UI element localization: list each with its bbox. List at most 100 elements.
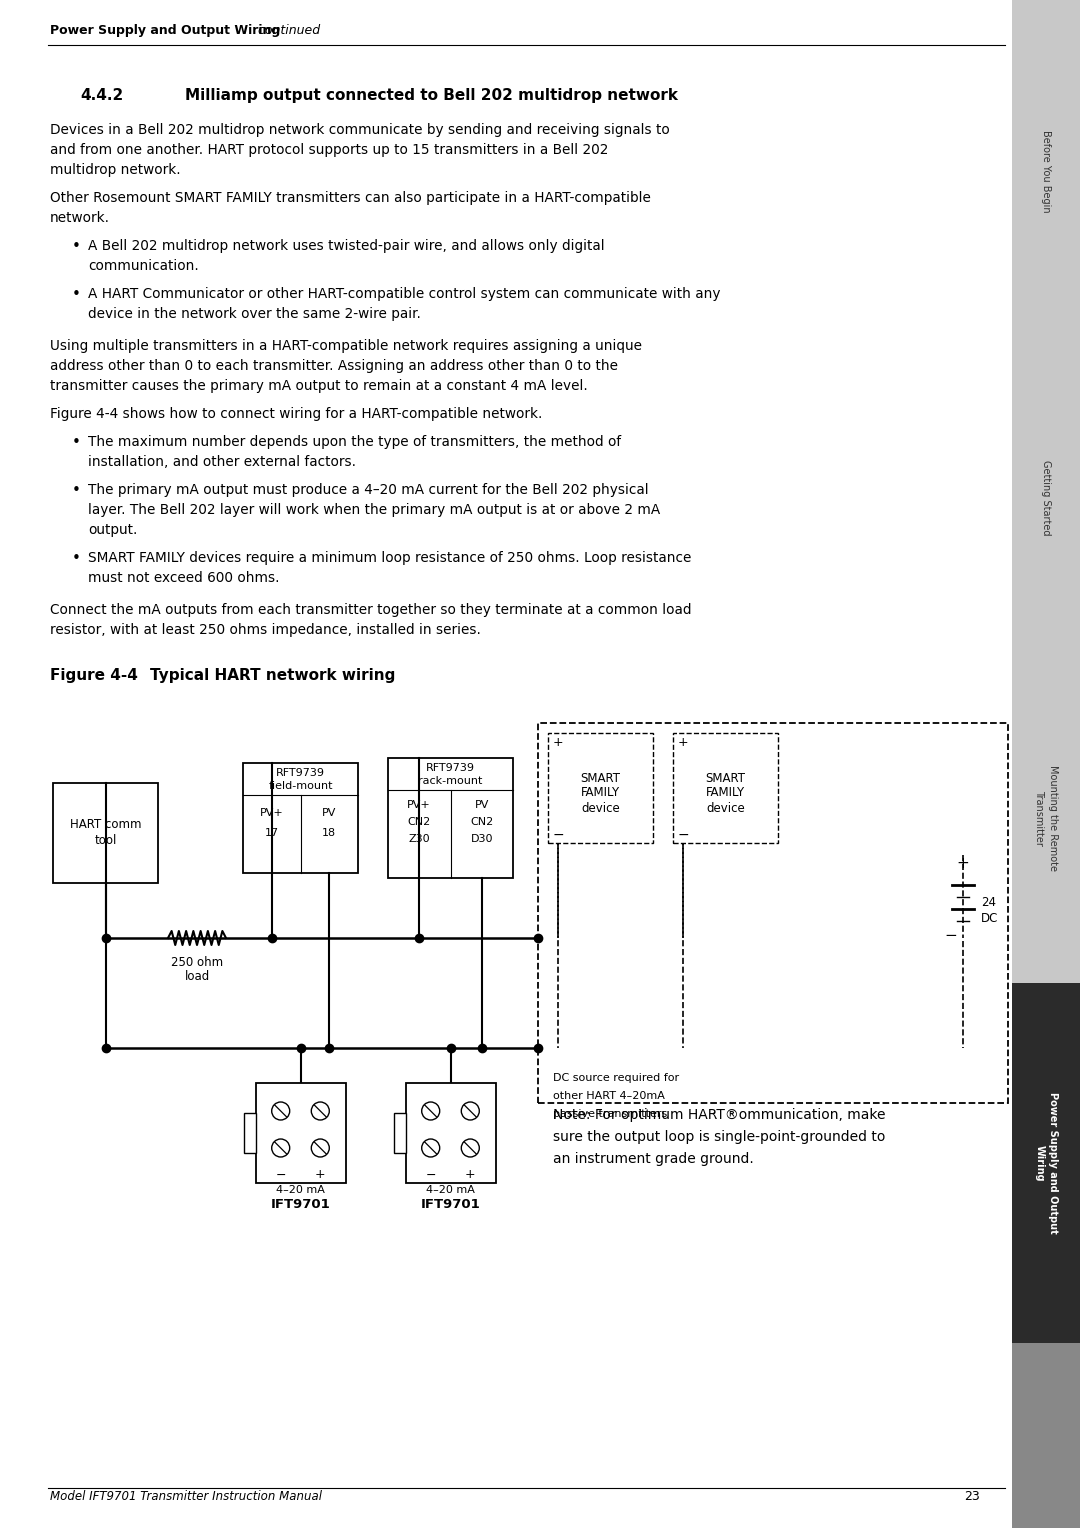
Text: FAMILY: FAMILY [581,787,620,799]
Text: 24: 24 [981,897,996,909]
Circle shape [272,1102,289,1120]
Text: PV+: PV+ [407,801,431,810]
Text: D30: D30 [471,834,492,843]
Bar [673,733,778,843]
Text: field-mount: field-mount [268,781,333,792]
Text: Typical HART network wiring: Typical HART network wiring [150,668,395,683]
Text: Milliamp output connected to Bell 202 multidrop network: Milliamp output connected to Bell 202 mu… [185,89,678,102]
Text: 4.4.2: 4.4.2 [80,89,123,102]
Text: +: + [553,736,564,750]
Text: device: device [581,802,620,814]
Text: 4–20 mA: 4–20 mA [276,1186,325,1195]
Text: installation, and other external factors.: installation, and other external factors… [87,455,356,469]
Bar [405,1083,496,1183]
Text: HART comm: HART comm [70,819,141,831]
Text: Before You Begin: Before You Begin [1041,130,1051,212]
Text: •: • [72,435,81,451]
Text: Getting Started: Getting Started [1041,460,1051,536]
Text: DC source required for: DC source required for [553,1073,679,1083]
Text: Other Rosemount SMART FAMILY transmitters can also participate in a HART-compati: Other Rosemount SMART FAMILY transmitter… [50,191,651,205]
Text: +: + [677,736,688,750]
Text: an instrument grade ground.: an instrument grade ground. [553,1152,754,1166]
Bar [1012,0,1080,342]
Text: Model IFT9701 Transmitter Instruction Manual: Model IFT9701 Transmitter Instruction Ma… [50,1490,322,1504]
Text: PV: PV [474,801,489,810]
Text: 18: 18 [322,828,336,837]
Text: •: • [72,552,81,565]
Text: •: • [72,238,81,254]
Bar [1012,342,1080,652]
Bar [256,1083,346,1183]
Bar [393,1112,405,1154]
Text: SMART FAMILY devices require a minimum loop resistance of 250 ohms. Loop resista: SMART FAMILY devices require a minimum l… [87,552,691,565]
Bar [53,782,158,883]
Text: DC: DC [981,912,998,926]
Text: SMART: SMART [705,772,745,784]
Text: load: load [185,970,210,983]
Bar [538,723,1008,1103]
Text: Power Supply and Output Wiring: Power Supply and Output Wiring [50,24,280,37]
Text: transmitter causes the primary mA output to remain at a constant 4 mA level.: transmitter causes the primary mA output… [50,379,588,393]
Bar [243,1112,256,1154]
Text: Note: For optimum HART®ommunication, make: Note: For optimum HART®ommunication, mak… [553,1108,886,1122]
Text: Connect the mA outputs from each transmitter together so they terminate at a com: Connect the mA outputs from each transmi… [50,604,691,617]
Text: IFT9701: IFT9701 [420,1198,481,1212]
Text: network.: network. [50,211,110,225]
Text: •: • [72,287,81,303]
Text: and from one another. HART protocol supports up to 15 transmitters in a Bell 202: and from one another. HART protocol supp… [50,144,608,157]
Text: device: device [706,802,745,814]
Text: CN2: CN2 [470,817,494,827]
Circle shape [461,1102,480,1120]
Circle shape [461,1138,480,1157]
Text: 23: 23 [964,1490,980,1504]
Circle shape [272,1138,289,1157]
Text: PV+: PV+ [260,808,284,817]
Text: +: + [465,1169,475,1181]
Text: •: • [72,483,81,498]
Text: Mounting the Remote
Transmitter: Mounting the Remote Transmitter [1035,766,1057,871]
Bar [1012,983,1080,1343]
Text: layer. The Bell 202 layer will work when the primary mA output is at or above 2 : layer. The Bell 202 layer will work when… [87,503,660,516]
Text: resistor, with at least 250 ohms impedance, installed in series.: resistor, with at least 250 ohms impedan… [50,623,481,637]
Text: −: − [945,927,957,943]
Bar [548,733,653,843]
Text: RFT9739: RFT9739 [276,769,325,778]
Text: other HART 4–20mA: other HART 4–20mA [553,1091,665,1102]
Text: −: − [426,1169,436,1181]
Text: passive transmitters: passive transmitters [553,1109,667,1118]
Text: 17: 17 [265,828,279,837]
Text: FAMILY: FAMILY [706,787,745,799]
Text: −: − [552,828,564,842]
Text: multidrop network.: multidrop network. [50,163,180,177]
Bar [1012,1343,1080,1528]
Text: The primary mA output must produce a 4–20 mA current for the Bell 202 physical: The primary mA output must produce a 4–2… [87,483,649,497]
Text: CN2: CN2 [407,817,431,827]
Bar [388,758,513,879]
Text: PV: PV [322,808,337,817]
Text: Figure 4-4 shows how to connect wiring for a HART-compatible network.: Figure 4-4 shows how to connect wiring f… [50,406,542,422]
Text: A Bell 202 multidrop network uses twisted-pair wire, and allows only digital: A Bell 202 multidrop network uses twiste… [87,238,605,254]
Text: 4–20 mA: 4–20 mA [427,1186,475,1195]
Text: RFT9739: RFT9739 [426,762,475,773]
Text: rack-mount: rack-mount [418,776,483,785]
Bar [243,762,357,872]
Text: −: − [677,828,689,842]
Circle shape [421,1138,440,1157]
Text: communication.: communication. [87,260,199,274]
Circle shape [311,1102,329,1120]
Text: −: − [275,1169,286,1181]
Bar [1012,652,1080,983]
Text: sure the output loop is single-point-grounded to: sure the output loop is single-point-gro… [553,1131,886,1144]
Text: address other than 0 to each transmitter. Assigning an address other than 0 to t: address other than 0 to each transmitter… [50,359,618,373]
Text: Using multiple transmitters in a HART-compatible network requires assigning a un: Using multiple transmitters in a HART-co… [50,339,642,353]
Text: output.: output. [87,523,137,536]
Text: device in the network over the same 2-wire pair.: device in the network over the same 2-wi… [87,307,421,321]
Text: tool: tool [94,834,117,848]
Text: +: + [315,1169,325,1181]
Text: +: + [957,856,970,871]
Text: SMART: SMART [581,772,621,784]
Text: 250 ohm: 250 ohm [171,957,224,969]
Text: Power Supply and Output
Wiring: Power Supply and Output Wiring [1035,1093,1057,1235]
Circle shape [311,1138,329,1157]
Text: The maximum number depends upon the type of transmitters, the method of: The maximum number depends upon the type… [87,435,621,449]
